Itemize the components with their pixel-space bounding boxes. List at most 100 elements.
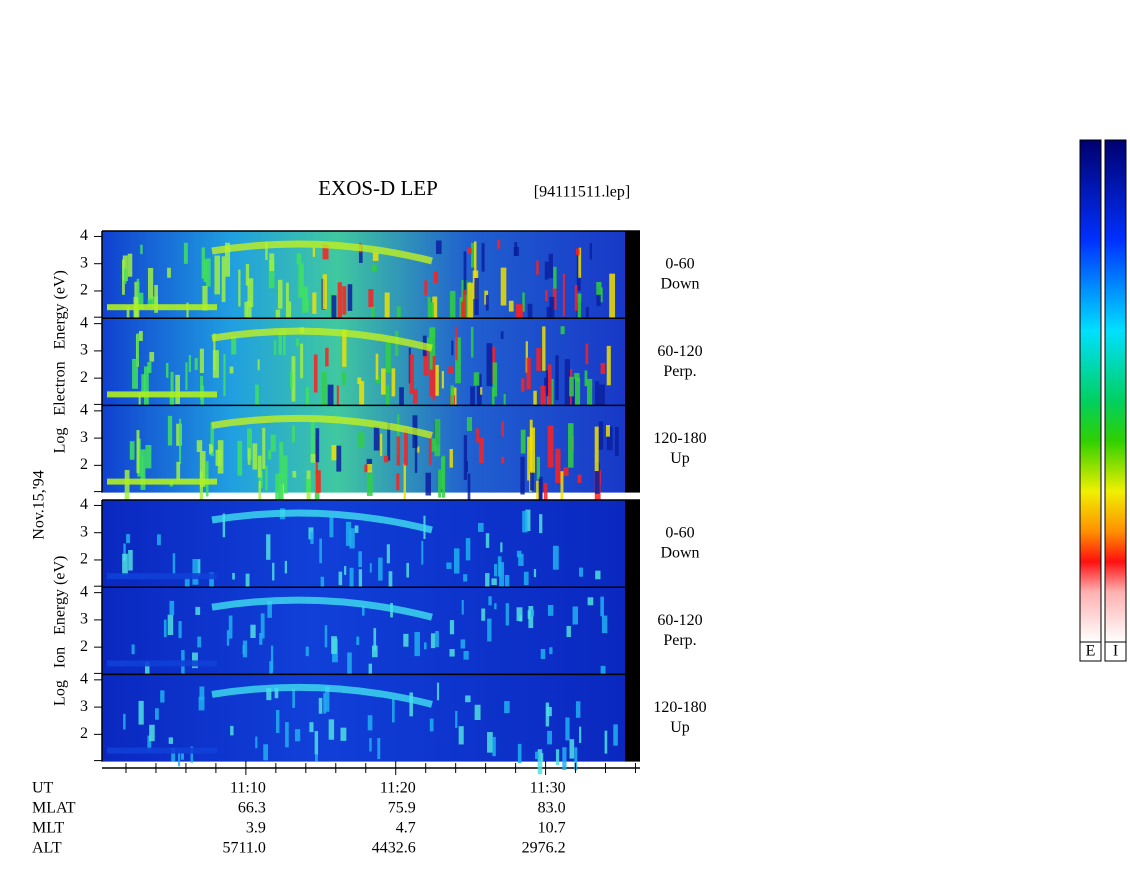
texture — [494, 603, 497, 610]
texture — [542, 326, 546, 371]
texture — [491, 578, 497, 586]
texture — [196, 440, 203, 452]
texture — [574, 284, 578, 311]
texture — [594, 426, 599, 472]
texture — [501, 456, 505, 464]
texture — [201, 247, 205, 279]
texture — [481, 608, 486, 621]
texture — [277, 279, 283, 309]
texture — [345, 521, 352, 546]
texture — [455, 337, 461, 384]
texture — [149, 724, 155, 742]
texture — [387, 422, 391, 461]
texture — [577, 293, 582, 334]
texture — [285, 722, 289, 748]
angle-label: 0-60 — [665, 525, 694, 542]
texture — [133, 296, 139, 337]
texture — [473, 372, 480, 386]
texture — [323, 692, 327, 714]
texture — [596, 286, 601, 307]
colorbar — [1079, 139, 1102, 643]
texture — [306, 470, 311, 516]
texture — [432, 356, 436, 401]
texture — [124, 268, 127, 284]
ephemeris-value: 10.7 — [538, 820, 566, 837]
texture — [141, 374, 146, 397]
texture — [601, 615, 608, 634]
texture — [453, 548, 460, 574]
y-tick-label: 3 — [80, 523, 88, 540]
texture — [396, 436, 401, 466]
texture — [373, 426, 380, 451]
texture — [555, 448, 561, 484]
texture — [404, 428, 408, 466]
texture — [292, 688, 295, 708]
texture — [312, 292, 317, 314]
texture — [258, 480, 261, 516]
texture — [296, 338, 300, 347]
texture — [312, 247, 316, 257]
texture — [291, 356, 296, 402]
data-gap — [625, 405, 640, 493]
texture — [149, 352, 155, 362]
texture — [428, 432, 432, 465]
ephemeris-value: 75.9 — [388, 800, 416, 817]
texture — [459, 297, 463, 319]
texture — [223, 354, 226, 397]
y-tick-label: 2 — [80, 369, 88, 386]
data-gap — [625, 674, 640, 762]
texture — [396, 473, 400, 491]
texture — [342, 372, 346, 382]
texture — [547, 425, 554, 468]
texture — [211, 596, 433, 621]
y-tick-label: 2 — [80, 725, 88, 742]
texture — [435, 364, 439, 396]
colorbar-label: I — [1113, 643, 1118, 660]
texture — [157, 534, 161, 546]
texture — [528, 605, 534, 629]
texture — [147, 361, 152, 374]
texture — [172, 553, 176, 574]
texture — [606, 426, 613, 451]
texture — [321, 371, 327, 411]
texture — [154, 285, 158, 313]
texture — [562, 273, 565, 317]
texture — [586, 378, 593, 413]
texture — [132, 358, 139, 389]
texture — [228, 615, 233, 639]
texture — [292, 470, 297, 478]
texture — [574, 747, 578, 771]
data-gap — [625, 318, 640, 406]
texture — [305, 646, 309, 657]
texture — [500, 267, 507, 306]
texture — [458, 726, 464, 745]
texture — [364, 464, 368, 473]
texture — [171, 747, 176, 762]
texture — [194, 357, 198, 370]
texture — [127, 253, 133, 277]
texture — [138, 292, 144, 309]
texture — [244, 301, 248, 318]
texture — [147, 735, 152, 751]
texture — [409, 692, 413, 717]
angle-label: 0-60 — [665, 256, 694, 273]
direction-label: Perp. — [663, 363, 696, 380]
texture — [107, 660, 217, 667]
texture — [451, 340, 454, 356]
texture — [176, 423, 182, 446]
texture — [385, 385, 390, 419]
texture — [474, 278, 479, 316]
texture — [598, 421, 604, 450]
texture — [526, 357, 531, 390]
texture — [268, 259, 275, 289]
texture — [155, 708, 159, 720]
texture — [126, 534, 131, 543]
texture — [522, 292, 525, 312]
texture — [474, 704, 481, 721]
texture — [331, 295, 337, 338]
texture — [309, 722, 314, 733]
texture — [516, 607, 523, 622]
texture — [412, 389, 418, 404]
texture — [211, 509, 433, 534]
